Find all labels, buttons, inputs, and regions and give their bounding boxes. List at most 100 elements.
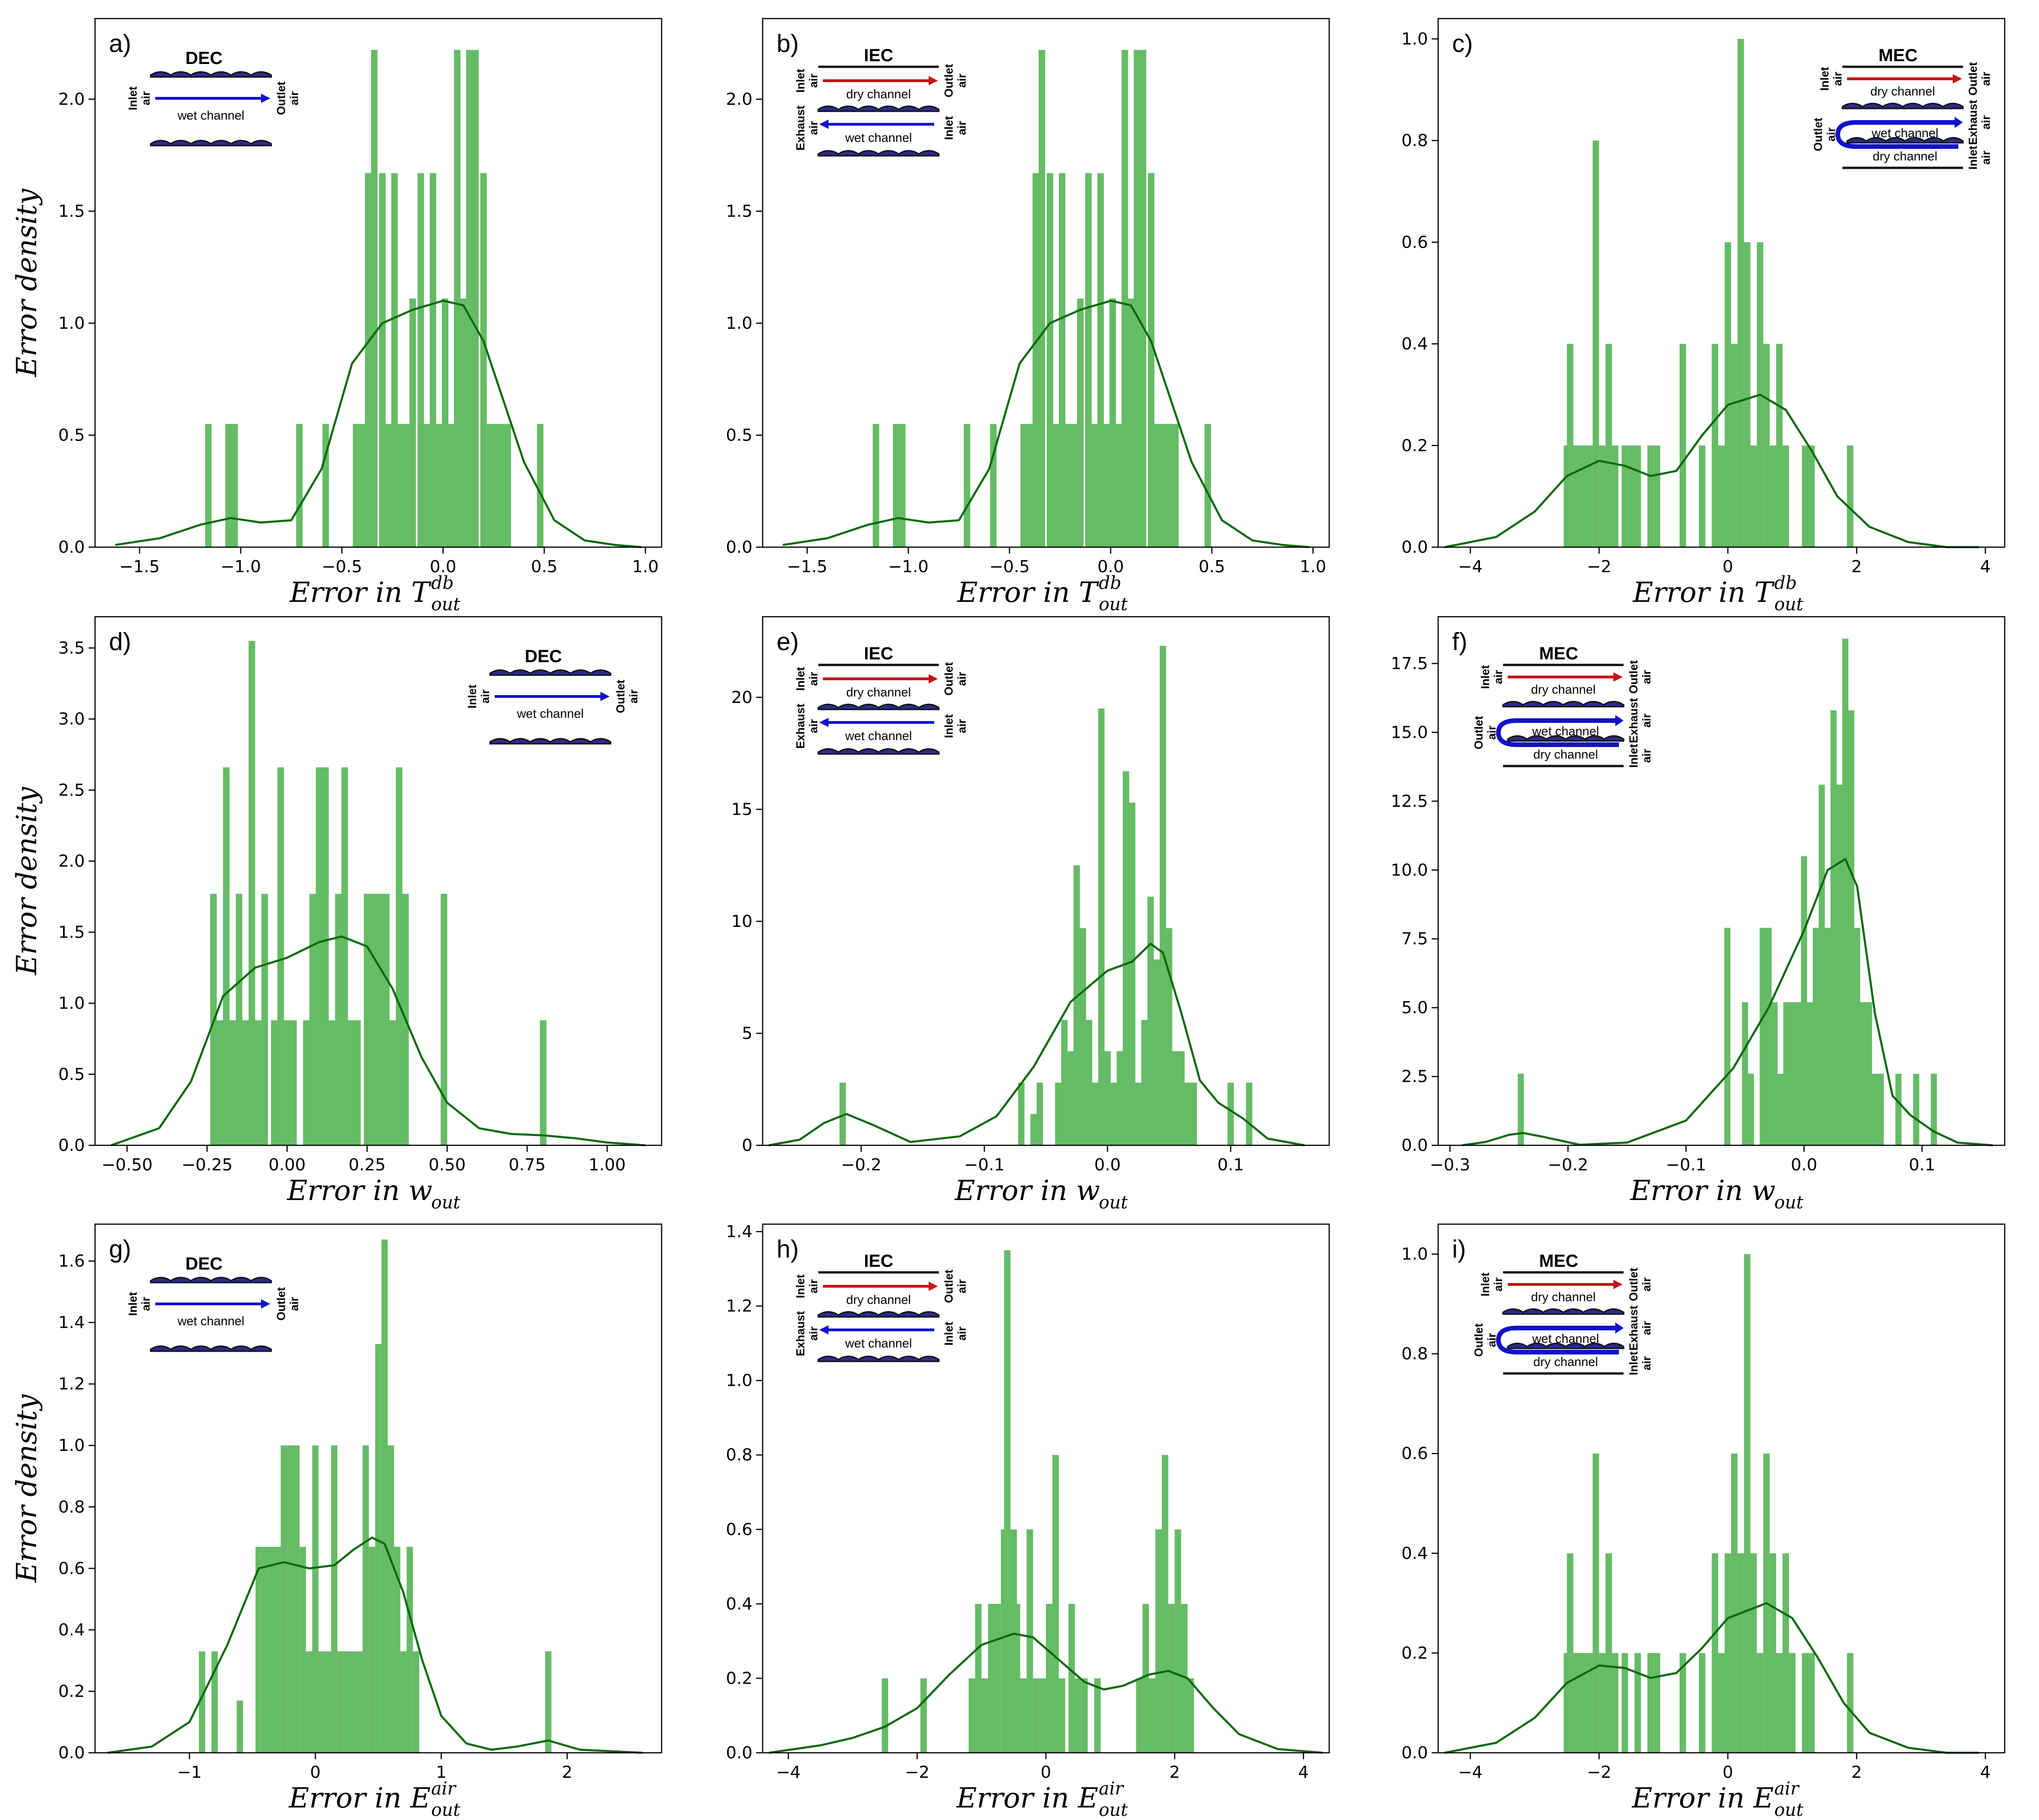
histogram-bar [1712, 1553, 1719, 1753]
histogram-bar [1621, 1653, 1628, 1753]
histogram-bar [1750, 1553, 1757, 1753]
histogram-bars [873, 50, 1211, 548]
histogram-bar [1866, 1002, 1872, 1145]
x-tick-label: −4 [1458, 1763, 1483, 1782]
inlet-air-label-2-air: air [956, 719, 969, 733]
inlet-air-label-air: air [140, 91, 153, 105]
y-tick-label: 0.8 [58, 1498, 85, 1517]
histogram-bar [893, 424, 900, 547]
y-tick-label: 2.0 [58, 852, 85, 871]
histogram-bar [1573, 445, 1580, 547]
histogram-bar [466, 50, 473, 548]
x-tick-label: −2 [1587, 557, 1612, 576]
histogram-bar [1004, 1250, 1011, 1753]
histogram-bars [1517, 639, 1937, 1145]
outlet-air-label-word: Outlet [614, 679, 627, 713]
histogram-bar [1847, 1653, 1854, 1753]
histogram-bar [1121, 50, 1128, 548]
panel-label: a) [109, 30, 131, 57]
histogram-bar [407, 1546, 413, 1753]
plot-frame [94, 1223, 663, 1754]
histogram-bar [352, 424, 360, 547]
histogram-bar [1032, 173, 1039, 548]
histogram-bar [1808, 1653, 1815, 1753]
panel-label: b) [777, 30, 799, 57]
histogram-bar [1586, 1653, 1593, 1753]
x-tick-label: −4 [776, 1763, 801, 1782]
histogram-bar [1046, 1603, 1052, 1753]
exhaust-air-label-air: air [807, 121, 820, 135]
histogram-bar [1860, 1002, 1867, 1145]
x-tick-label: −1.5 [787, 557, 827, 576]
histogram-bar [899, 424, 906, 547]
y-tick-label: 1.5 [726, 202, 752, 221]
histogram-bar [1190, 1082, 1197, 1145]
histogram-bar [223, 767, 230, 1145]
histogram-bar [1770, 1553, 1777, 1753]
histogram-bar [1612, 1653, 1618, 1753]
inlet-air-label-word: Inlet [127, 1292, 140, 1316]
histogram-bar [1759, 927, 1766, 1145]
histogram-bar [303, 1020, 310, 1145]
dry-channel-label: dry channel [1870, 84, 1935, 98]
y-tick-label: 0.6 [1402, 1444, 1428, 1463]
x-tick-label: 0.1 [1909, 1156, 1935, 1175]
y-tick-label: 0 [742, 1136, 752, 1155]
inlet-air-label-2: Inlet air [1627, 744, 1653, 768]
histogram-bar [284, 1020, 291, 1145]
histogram-bar [1115, 424, 1122, 547]
histogram-bar [1724, 242, 1731, 547]
x-tick-label: 0.00 [268, 1156, 306, 1175]
histogram-bar [1699, 1653, 1706, 1753]
y-tick-label: 0.5 [58, 1065, 85, 1084]
outlet-air-label-air: air [956, 1279, 969, 1293]
histogram-bar [1030, 1114, 1037, 1145]
histogram-bar [1606, 344, 1612, 547]
plot-frame [762, 616, 1330, 1146]
histogram-bar [1612, 445, 1618, 547]
bottom-wet-wall [817, 748, 940, 755]
y-tick-label: 20 [731, 688, 752, 707]
panel-label: e) [777, 628, 799, 656]
outlet-air-label-word: Outlet [275, 1287, 288, 1321]
y-tick-label: 0.8 [726, 1446, 752, 1465]
histogram-bar [1161, 1455, 1168, 1753]
histogram-bars [839, 645, 1253, 1145]
kde-curve [1444, 393, 1979, 549]
x-tick-label: 4 [1298, 1763, 1309, 1782]
histogram-bar [299, 1546, 306, 1753]
histogram-bar [1776, 344, 1783, 547]
y-tick-label: 1.0 [726, 314, 752, 333]
y-tick-label: 5.0 [1402, 998, 1428, 1017]
inlet-air-label: Inlet air [1818, 67, 1844, 91]
y-tick-label: 5 [742, 1024, 752, 1043]
inlet-air-label-2: Inlet air [943, 1322, 969, 1346]
wet-channel-label: wet channel [845, 1336, 912, 1350]
x-axis-label-sub: out [1774, 1800, 1803, 1820]
histogram-bar [400, 1651, 407, 1753]
histogram-bar [1679, 344, 1686, 547]
inlet-air-label-word: Inlet [794, 667, 807, 691]
y-tick-label: 0.0 [58, 1743, 85, 1763]
histogram-bar [1842, 639, 1848, 1145]
histogram-bar [1134, 50, 1141, 548]
histogram-bar [981, 1678, 988, 1753]
inset-title: MEC [1879, 46, 1918, 65]
histogram-bar [394, 1546, 401, 1753]
histogram-bar [504, 424, 511, 547]
histogram-bar [409, 298, 416, 547]
histogram-bar [1020, 424, 1027, 547]
dry-channel-arrow-head [929, 76, 938, 85]
histogram-bar [1783, 1002, 1790, 1145]
histogram-bar [1777, 1073, 1784, 1145]
histogram-bar [1742, 1002, 1748, 1145]
histogram-bar [1154, 424, 1161, 547]
exhaust-air-label-air: air [1640, 1321, 1653, 1335]
histogram-bar [1135, 1082, 1142, 1145]
x-tick-label: 0.0 [430, 557, 456, 576]
